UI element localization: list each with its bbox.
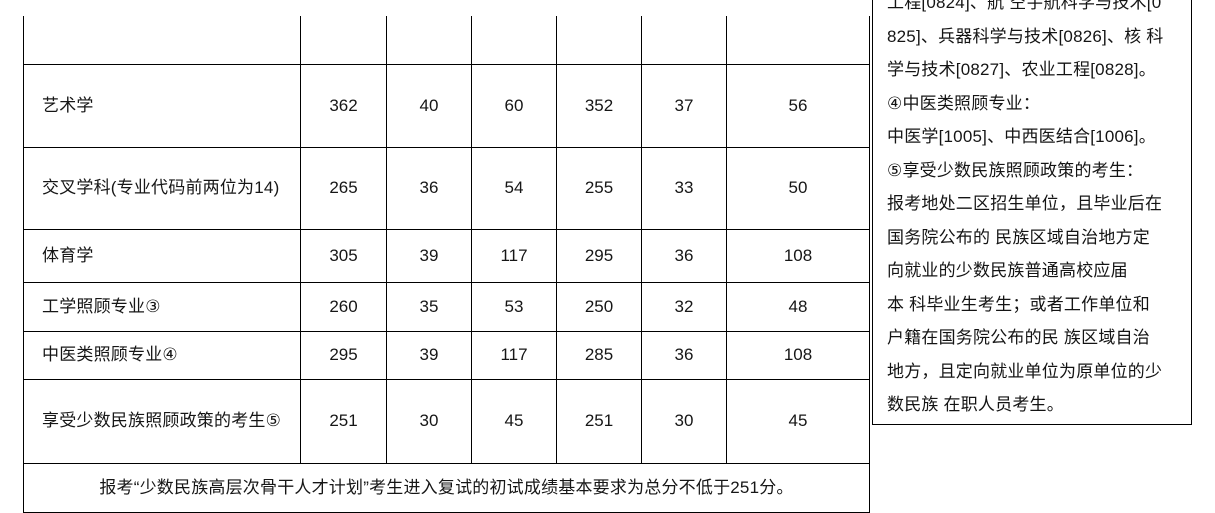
table-row-clipped [23, 16, 870, 65]
table-cell-value [471, 16, 557, 65]
table-cell-value: 305 [300, 229, 387, 283]
table-cell-value: 37 [641, 64, 727, 148]
table-cell-value: 30 [641, 379, 727, 464]
table-cell-value: 54 [471, 147, 557, 230]
note-line: 学与技术[0827]、农业工程[0828]。 [887, 60, 1156, 79]
note-line: 工程[0824]、航 空宇航科学与技术[0 [887, 0, 1162, 12]
notes-text-block: 工程[0824]、航 空宇航科学与技术[0 825]、兵器科学与技术[0826]… [873, 0, 1191, 422]
table-cell-value: 362 [300, 64, 387, 148]
table-cell-value: 295 [556, 229, 642, 283]
note-line: 数民族 在职人员考生。 [887, 395, 1064, 414]
table-cell-subject: 艺术学 [23, 64, 301, 148]
table-cell-value: 39 [386, 331, 472, 380]
note-line: 本 科毕业生考生；或者工作单位和 [887, 294, 1150, 314]
table-footer-row: 报考“少数民族高层次骨干人才计划”考生进入复试的初试成绩基本要求为总分不低于25… [23, 463, 870, 513]
table-row: 体育学 305 39 117 295 36 108 [23, 229, 870, 283]
table-cell-subject: 中医类照顾专业④ [23, 331, 301, 380]
table-cell-value [300, 16, 387, 65]
table-cell-value: 60 [471, 64, 557, 148]
table-cell-subject [23, 16, 301, 65]
table-cell-value: 295 [300, 331, 387, 380]
table-row: 中医类照顾专业④ 295 39 117 285 36 108 [23, 331, 870, 380]
table-cell-value: 260 [300, 282, 387, 332]
table-cell-value: 48 [726, 282, 870, 332]
table-cell-value: 108 [726, 229, 870, 283]
note-line: 向就业的少数民族普通高校应届 [887, 261, 1128, 280]
note-line: 中医学[1005]、中西医结合[1006]。 [887, 127, 1156, 146]
table-row: 工学照顾专业③ 260 35 53 250 32 48 [23, 282, 870, 332]
table-cell-value [556, 16, 642, 65]
table-cell-value: 117 [471, 229, 557, 283]
table-cell-subject: 体育学 [23, 229, 301, 283]
table-cell-value: 352 [556, 64, 642, 148]
note-line: 报考地处二区招生单位，且毕业后在 [887, 194, 1163, 213]
table-cell-value [726, 16, 870, 65]
table-row: 享受少数民族照顾政策的考生⑤ 251 30 45 251 30 45 [23, 379, 870, 464]
score-requirements-table: 艺术学 362 40 60 352 37 56 交叉学科(专业代码前两位为14)… [23, 16, 870, 513]
table-cell-value: 108 [726, 331, 870, 380]
table-cell-value: 56 [726, 64, 870, 148]
table-row: 艺术学 362 40 60 352 37 56 [23, 64, 870, 148]
table-cell-value: 265 [300, 147, 387, 230]
table-cell-value [641, 16, 727, 65]
footer-note: 报考“少数民族高层次骨干人才计划”考生进入复试的初试成绩基本要求为总分不低于25… [23, 463, 870, 513]
document-page: 艺术学 362 40 60 352 37 56 交叉学科(专业代码前两位为14)… [23, 0, 1192, 513]
table-cell-value: 32 [641, 282, 727, 332]
note-line: 地方，且定向就业单位为原单位的少 [887, 361, 1163, 381]
table-cell-value: 251 [556, 379, 642, 464]
table-cell-value: 35 [386, 282, 472, 332]
table-cell-value: 255 [556, 147, 642, 230]
table-row: 交叉学科(专业代码前两位为14) 265 36 54 255 33 50 [23, 147, 870, 230]
table-cell-value: 285 [556, 331, 642, 380]
table-cell-value: 36 [641, 331, 727, 380]
table-cell-value: 33 [641, 147, 727, 230]
note-line: 825]、兵器科学与技术[0826]、核 科 [887, 26, 1164, 46]
table-cell-value: 250 [556, 282, 642, 332]
table-cell-value: 53 [471, 282, 557, 332]
table-cell-value: 36 [641, 229, 727, 283]
table-cell-value: 117 [471, 331, 557, 380]
note-line: 国务院公布的 民族区域自治地方定 [887, 227, 1150, 247]
notes-panel: 工程[0824]、航 空宇航科学与技术[0 825]、兵器科学与技术[0826]… [872, 0, 1192, 425]
table-cell-value: 39 [386, 229, 472, 283]
table-cell-value: 30 [386, 379, 472, 464]
note-line: ⑤享受少数民族照顾政策的考生： [887, 160, 1144, 180]
table-cell-subject: 享受少数民族照顾政策的考生⑤ [23, 379, 301, 464]
table-cell-value [386, 16, 472, 65]
note-line: ④中医类照顾专业： [887, 93, 1041, 113]
table-cell-subject: 交叉学科(专业代码前两位为14) [23, 147, 301, 230]
table-cell-value: 40 [386, 64, 472, 148]
table-cell-value: 50 [726, 147, 870, 230]
table-cell-value: 36 [386, 147, 472, 230]
note-line: 户籍在国务院公布的民 族区域自治 [887, 328, 1150, 347]
table-cell-value: 45 [726, 379, 870, 464]
table-body: 艺术学 362 40 60 352 37 56 交叉学科(专业代码前两位为14)… [23, 16, 870, 513]
table-cell-value: 45 [471, 379, 557, 464]
table-cell-subject: 工学照顾专业③ [23, 282, 301, 332]
table-cell-value: 251 [300, 379, 387, 464]
